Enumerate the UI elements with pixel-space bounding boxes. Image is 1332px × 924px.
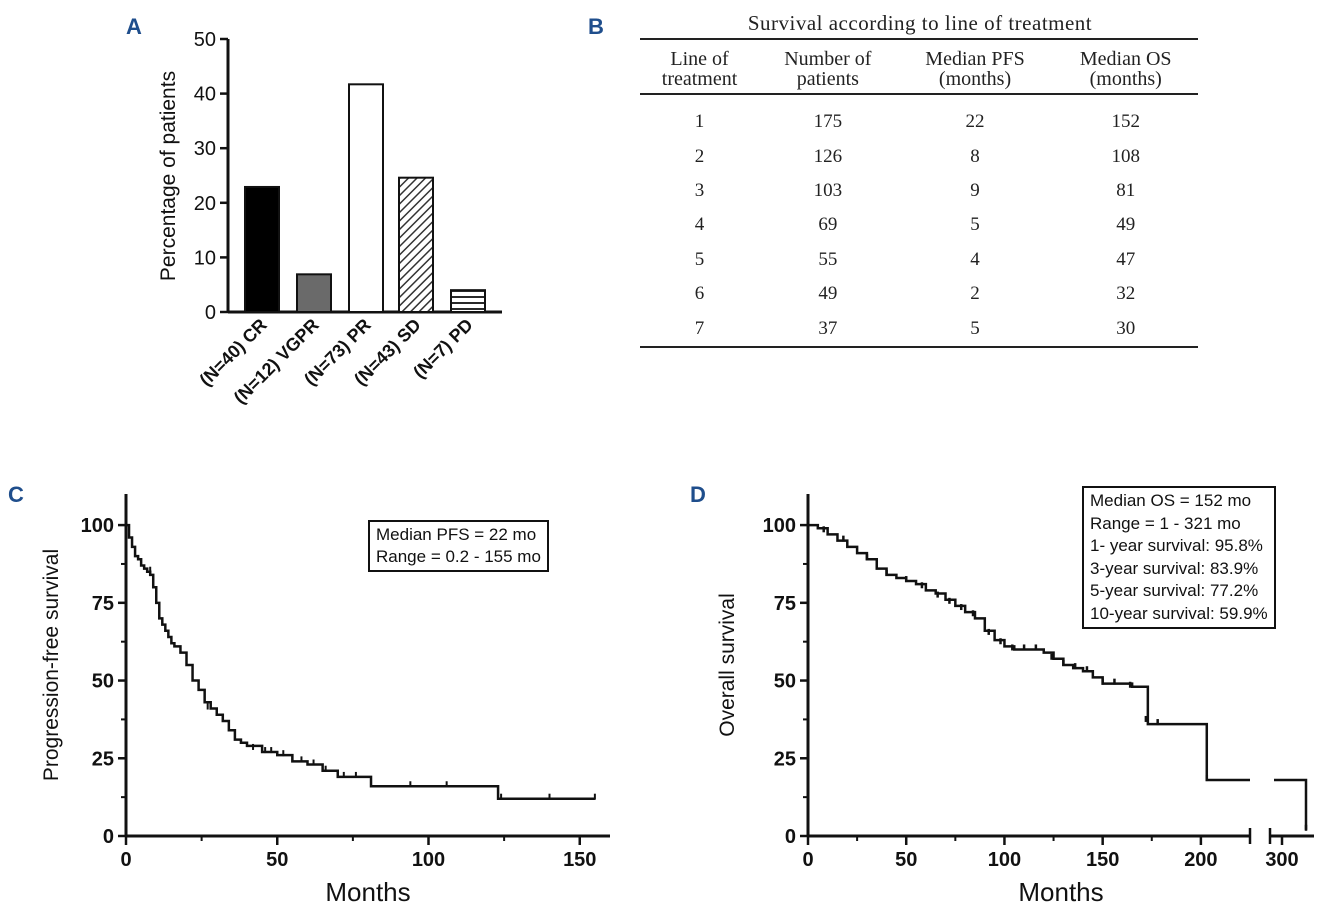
os-curve-seg1 bbox=[808, 523, 1250, 782]
panel-label-a: A bbox=[126, 14, 142, 39]
x-tick-label-d: 50 bbox=[895, 849, 917, 871]
table-cell: 22 bbox=[965, 111, 985, 133]
table-cell: 3 bbox=[694, 179, 705, 201]
y-tick-label-d: 75 bbox=[774, 593, 796, 615]
y-tick-label-c: 75 bbox=[92, 593, 114, 615]
table-row: 3 103 9 81 bbox=[640, 174, 1198, 208]
table-title: Survival according to line of treatment bbox=[747, 11, 1093, 35]
pfs-legend: Median PFS = 22 mo Range = 0.2 - 155 mo bbox=[368, 520, 549, 572]
os-legend-median: Median OS = 152 mo bbox=[1090, 491, 1252, 510]
panel-label-c: C bbox=[8, 482, 24, 507]
table-cell: 81 bbox=[1116, 179, 1136, 201]
y-tick-label-c: 25 bbox=[92, 748, 114, 770]
y-tick-label-d: 0 bbox=[785, 826, 796, 848]
os-curve-chart: 0 25 50 75 100 0 50 100 150 200 300 Months Overall s… bbox=[716, 494, 1314, 907]
bar-3 bbox=[398, 176, 434, 313]
table-row: 6 49 2 32 bbox=[640, 277, 1198, 311]
pfs-curve-chart: 0 25 50 75 100 0 50 100 150 Months Progression-fre… bbox=[40, 494, 610, 907]
col-header-line: Line of treatment bbox=[640, 38, 760, 95]
table-cell: 5 bbox=[970, 214, 980, 236]
table-cell: 69 bbox=[818, 214, 838, 236]
pfs-legend-range: Range = 0.2 - 155 mo bbox=[376, 547, 541, 566]
table-row: 1 175 22 152 bbox=[640, 94, 1198, 139]
y-axis-title-d: Overall survival bbox=[716, 593, 739, 737]
table-row: 7 37 5 30 bbox=[640, 311, 1198, 348]
table-cell: 4 bbox=[970, 248, 980, 270]
table-cell: 49 bbox=[818, 283, 838, 305]
y-tick-label-a: 30 bbox=[194, 138, 216, 160]
table-cell: 152 bbox=[1111, 111, 1140, 133]
x-tick-label-d: 150 bbox=[1086, 849, 1119, 871]
col-header-patients: Number of patients bbox=[759, 38, 897, 95]
os-legend-1yr: 1- year survival: 95.8% bbox=[1090, 536, 1263, 555]
y-tick-label-a: 20 bbox=[194, 193, 216, 215]
y-tick-label-c: 50 bbox=[92, 671, 114, 693]
x-tick-label-d: 100 bbox=[988, 849, 1021, 871]
os-legend-5yr: 5-year survival: 77.2% bbox=[1090, 581, 1259, 600]
table-row: 4 69 5 49 bbox=[640, 208, 1198, 242]
pfs-curve bbox=[126, 523, 595, 800]
os-legend-3yr: 3-year survival: 83.9% bbox=[1090, 558, 1259, 578]
y-tick-label-d: 100 bbox=[763, 515, 796, 537]
x-tick-label-d: 200 bbox=[1184, 849, 1217, 871]
x-tick-label-c: 50 bbox=[266, 849, 288, 871]
x-tick-label-d: 300 bbox=[1265, 849, 1298, 871]
x-tick-label-c: 100 bbox=[412, 849, 445, 871]
x-axis-title-d: Months bbox=[1018, 877, 1103, 907]
col-header-pfs: Median PFS (months) bbox=[896, 38, 1054, 95]
table-cell: 4 bbox=[694, 214, 705, 236]
x-tick-label-c: 150 bbox=[563, 849, 596, 871]
y-tick-label-a: 50 bbox=[194, 29, 216, 51]
table-row: 2 126 8 108 bbox=[640, 139, 1198, 173]
table-cell: 108 bbox=[1111, 145, 1140, 167]
table-cell: 49 bbox=[1116, 214, 1136, 236]
table-cell: 6 bbox=[694, 283, 705, 305]
y-tick-label-d: 50 bbox=[774, 671, 796, 693]
panel-label-b: B bbox=[588, 14, 604, 39]
table-cell: 47 bbox=[1116, 248, 1136, 270]
table-cell: 8 bbox=[970, 145, 980, 167]
x-tick-label-c: 0 bbox=[120, 849, 131, 871]
col-header-os: Median OS (months) bbox=[1053, 38, 1198, 95]
y-tick-label-a: 40 bbox=[194, 84, 216, 106]
y-axis-title-c: Progression-free survival bbox=[40, 549, 63, 781]
survival-table: Survival according to line of treatment … bbox=[640, 8, 1200, 348]
table-cell: 1 bbox=[694, 111, 705, 133]
panel-label-d: D bbox=[690, 482, 706, 507]
os-legend-range: Range = 1 - 321 mo bbox=[1090, 513, 1241, 533]
table-cell: 103 bbox=[813, 179, 843, 201]
bar-2 bbox=[348, 83, 384, 314]
table-cell: 30 bbox=[1053, 311, 1198, 348]
table-row: 5 55 4 47 bbox=[640, 243, 1198, 277]
table-cell: 55 bbox=[818, 248, 838, 270]
y-tick-label-d: 25 bbox=[774, 748, 796, 770]
x-tick-label-d: 0 bbox=[802, 849, 813, 871]
y-tick-label-c: 0 bbox=[103, 826, 114, 848]
y-axis-title-a: Percentage of patients bbox=[157, 71, 180, 281]
table-cell: 9 bbox=[970, 179, 980, 201]
table-cell: 5 bbox=[896, 311, 1054, 348]
bar-4 bbox=[450, 289, 486, 314]
pfs-legend-median: Median PFS = 22 mo bbox=[376, 525, 537, 544]
y-tick-label-c: 100 bbox=[81, 515, 114, 537]
os-legend-10yr: 10-year survival: 59.9% bbox=[1090, 603, 1268, 623]
bar-0 bbox=[244, 185, 280, 313]
table-cell: 2 bbox=[970, 283, 980, 305]
bar-1 bbox=[296, 273, 332, 313]
table-cell: 2 bbox=[694, 145, 705, 167]
table-cell: 126 bbox=[813, 145, 843, 167]
os-legend: Median OS = 152 mo Range = 1 - 321 mo 1-… bbox=[1082, 486, 1276, 629]
x-axis-title-c: Months bbox=[325, 877, 410, 907]
y-tick-label-a: 10 bbox=[194, 247, 216, 269]
table-cell: 7 bbox=[640, 311, 760, 348]
table-cell: 37 bbox=[759, 311, 897, 348]
table-cell: 32 bbox=[1116, 283, 1136, 305]
os-curve-seg2 bbox=[1274, 778, 1308, 830]
table-cell: 175 bbox=[813, 111, 843, 133]
y-tick-label-a: 0 bbox=[205, 302, 216, 324]
table-cell: 5 bbox=[694, 248, 705, 270]
